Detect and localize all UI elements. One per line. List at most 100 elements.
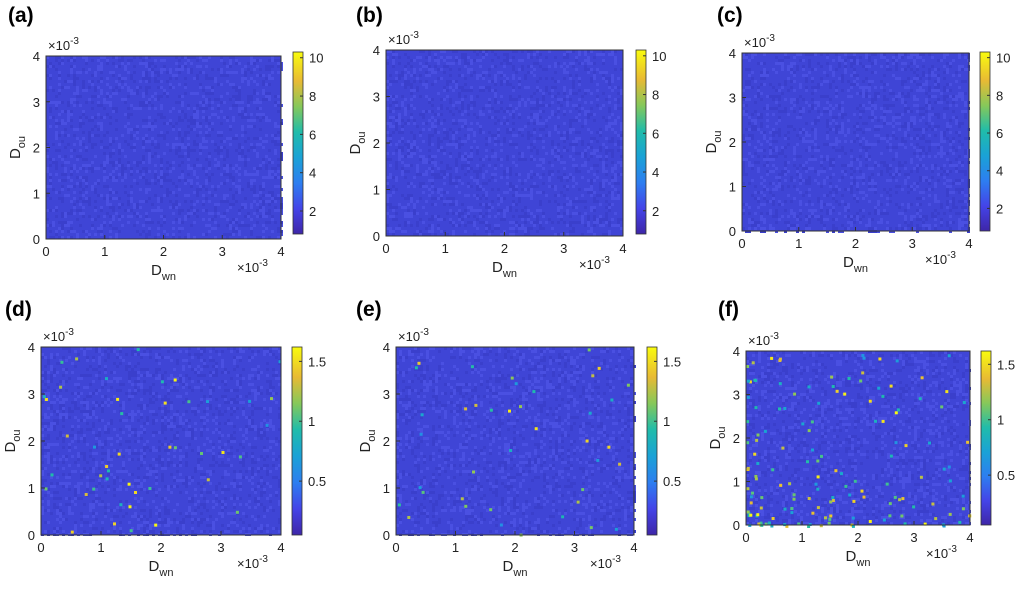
heat-cell	[458, 101, 461, 104]
heat-cell	[838, 113, 841, 116]
heat-cell	[166, 143, 169, 146]
heat-cell	[871, 53, 874, 56]
heat-cell	[61, 56, 64, 59]
heat-cell	[533, 221, 536, 224]
heat-cell	[401, 137, 404, 140]
heat-cell	[241, 101, 244, 104]
heat-cell	[934, 215, 937, 218]
heat-cell	[763, 164, 766, 167]
heat-cell	[844, 188, 847, 191]
heat-cell	[103, 98, 106, 101]
heat-cell	[109, 152, 112, 155]
heat-cell	[416, 221, 419, 224]
heat-cell	[614, 98, 617, 101]
heat-cell	[274, 185, 277, 188]
heat-cell	[437, 92, 440, 95]
heat-cell	[590, 140, 593, 143]
heat-cell	[160, 59, 163, 62]
heat-cell	[952, 200, 955, 203]
heat-cell	[386, 203, 389, 206]
heat-cell	[563, 137, 566, 140]
heat-cell	[64, 215, 67, 218]
heat-cell	[910, 116, 913, 119]
heat-cell	[392, 53, 395, 56]
heat-cell	[52, 221, 55, 224]
heat-cell	[142, 224, 145, 227]
heat-cell	[410, 104, 413, 107]
heat-cell	[103, 176, 106, 179]
heat-cell	[617, 101, 620, 104]
heat-cell	[814, 209, 817, 212]
heat-cell	[575, 56, 578, 59]
heat-cell	[181, 227, 184, 230]
heat-cell	[229, 107, 232, 110]
heat-cell	[413, 89, 416, 92]
heat-cell	[545, 86, 548, 89]
heat-cell	[494, 140, 497, 143]
heat-cell	[946, 173, 949, 176]
heat-cell	[766, 119, 769, 122]
heat-cell	[775, 212, 778, 215]
heat-cell	[220, 68, 223, 71]
heat-cell	[202, 110, 205, 113]
heat-cell	[754, 110, 757, 113]
heat-cell	[527, 134, 530, 137]
heat-cell	[55, 95, 58, 98]
heat-cell	[847, 119, 850, 122]
heat-cell	[70, 173, 73, 176]
heat-cell	[931, 215, 934, 218]
heat-cell	[751, 113, 754, 116]
heat-cell	[811, 107, 814, 110]
heat-cell	[811, 98, 814, 101]
heat-cell	[599, 221, 602, 224]
heat-cell	[470, 86, 473, 89]
heat-cell	[787, 89, 790, 92]
heat-cell	[844, 203, 847, 206]
heat-cell	[154, 65, 157, 68]
heat-cell	[808, 215, 811, 218]
heat-cell	[202, 185, 205, 188]
heat-cell	[949, 125, 952, 128]
heat-cell	[500, 62, 503, 65]
heat-cell	[518, 83, 521, 86]
heat-cell	[458, 215, 461, 218]
heat-cell	[109, 224, 112, 227]
heat-cell	[503, 122, 506, 125]
heat-cell	[868, 116, 871, 119]
heat-cell	[157, 200, 160, 203]
heat-cell	[256, 83, 259, 86]
heat-cell	[832, 71, 835, 74]
heat-cell	[443, 152, 446, 155]
heat-cell	[404, 122, 407, 125]
heat-cell	[148, 140, 151, 143]
heat-cell	[527, 233, 530, 236]
heat-cell	[190, 185, 193, 188]
heat-cell	[229, 164, 232, 167]
heat-cell	[751, 56, 754, 59]
heat-cell	[596, 83, 599, 86]
heat-cell	[437, 218, 440, 221]
heat-cell	[389, 194, 392, 197]
heat-cell	[178, 179, 181, 182]
heat-cell	[916, 155, 919, 158]
heat-cell	[250, 59, 253, 62]
heat-cell	[533, 107, 536, 110]
heat-cell	[404, 170, 407, 173]
heat-cell	[910, 56, 913, 59]
heat-cell	[133, 149, 136, 152]
heat-cell	[578, 77, 581, 80]
heat-cell	[862, 182, 865, 185]
heat-cell	[259, 167, 262, 170]
heat-cell	[898, 212, 901, 215]
heat-cell	[796, 53, 799, 56]
heat-cell	[518, 131, 521, 134]
heat-cell	[853, 113, 856, 116]
heat-cell	[748, 212, 751, 215]
heat-cell	[964, 110, 967, 113]
heat-cell	[410, 155, 413, 158]
heat-cell	[907, 110, 910, 113]
heat-cell	[605, 218, 608, 221]
heat-cell	[898, 164, 901, 167]
heat-cell	[832, 161, 835, 164]
heat-cell	[940, 203, 943, 206]
